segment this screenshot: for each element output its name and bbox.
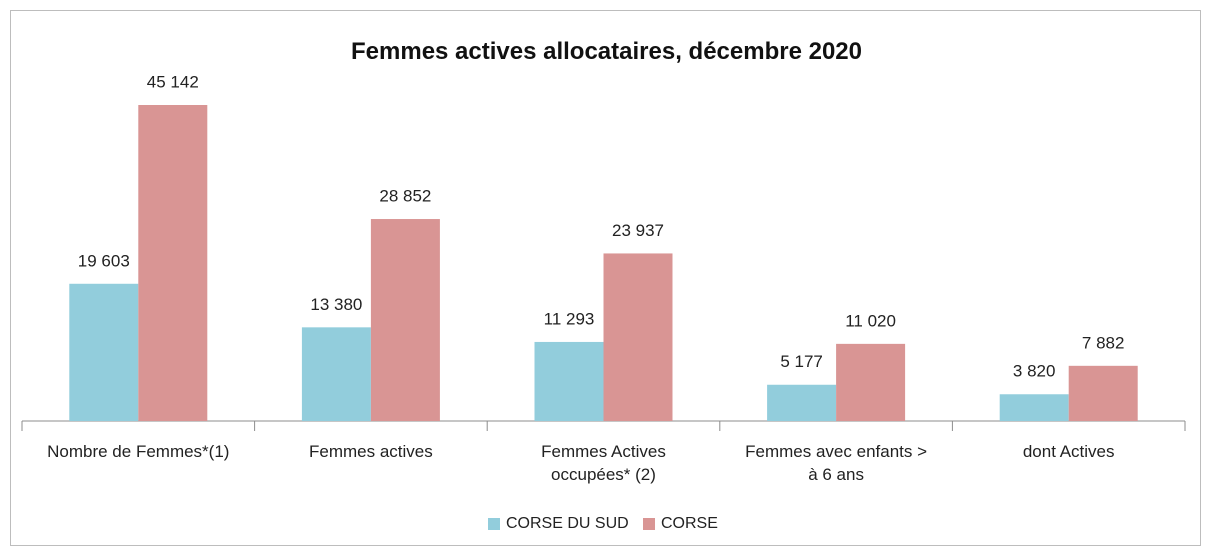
value-label: 45 142 — [147, 72, 199, 91]
value-label: 11 293 — [544, 309, 595, 328]
x-tick-label: Femmes avec enfants > à 6 ans — [745, 442, 928, 484]
x-tick-label: dont Actives — [1022, 442, 1115, 461]
value-label: 5 177 — [780, 352, 823, 371]
bar — [767, 384, 837, 421]
value-label: 13 380 — [310, 295, 362, 314]
value-label: 23 937 — [612, 221, 664, 240]
value-label: 19 603 — [78, 251, 130, 270]
x-tick-label: Femmes actives — [309, 442, 433, 461]
bar — [138, 105, 208, 421]
value-label: 28 852 — [379, 187, 431, 206]
legend-swatch — [488, 518, 500, 530]
bar — [1068, 365, 1138, 421]
legend-item: CORSE DU SUD — [488, 515, 629, 533]
bar — [999, 394, 1069, 421]
value-label: 11 020 — [845, 311, 896, 330]
bar — [836, 343, 906, 421]
value-label: 3 820 — [1013, 362, 1056, 381]
legend-swatch — [643, 518, 655, 530]
chart-frame — [10, 10, 1201, 546]
bar — [370, 219, 440, 421]
bar — [301, 327, 371, 421]
bar — [603, 253, 673, 421]
legend-label: CORSE DU SUD — [506, 515, 629, 532]
bar — [69, 283, 139, 421]
legend-label: CORSE — [661, 515, 718, 532]
chart-title: Femmes actives allocataires, décembre 20… — [351, 38, 862, 65]
bar — [534, 341, 604, 421]
legend-item: CORSE — [643, 515, 718, 533]
value-label: 7 882 — [1082, 333, 1125, 352]
x-tick-label: Nombre de Femmes*(1) — [47, 442, 230, 461]
x-tick-label: Femmes Actives occupées* (2) — [541, 442, 666, 484]
